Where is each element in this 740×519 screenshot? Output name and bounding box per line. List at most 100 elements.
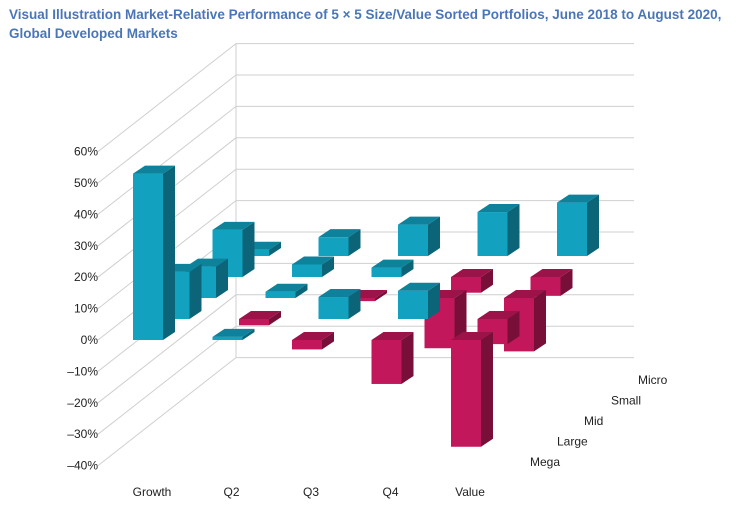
bar-top-face bbox=[133, 165, 175, 174]
bar-side-face bbox=[534, 290, 546, 352]
bar-front-face bbox=[292, 340, 322, 350]
bar-front-face bbox=[451, 340, 481, 447]
bar-top-face bbox=[398, 216, 440, 225]
bar-large-growth bbox=[159, 263, 202, 319]
bar-side-face bbox=[189, 263, 202, 319]
depth-tick-label: Micro bbox=[638, 373, 668, 387]
gridline bbox=[97, 325, 634, 435]
bar-top-face bbox=[557, 194, 599, 203]
bar-top-face bbox=[504, 290, 546, 298]
y-tick-label: 10% bbox=[74, 302, 98, 316]
bar-front-face bbox=[239, 319, 269, 326]
x-tick-label: Q3 bbox=[303, 485, 319, 499]
y-tick-label: 0% bbox=[81, 333, 99, 347]
bar-front-face bbox=[265, 291, 296, 298]
y-tick-label: –10% bbox=[67, 364, 98, 378]
bar-side-face bbox=[507, 204, 520, 256]
bar-top-face bbox=[451, 332, 493, 340]
bar-side-face bbox=[375, 290, 387, 302]
bar-mega-value bbox=[451, 332, 493, 447]
x-tick-label: Q4 bbox=[382, 485, 398, 499]
bar-side-face bbox=[269, 311, 281, 326]
bar-small-q3 bbox=[371, 259, 414, 277]
bar-top-face bbox=[318, 229, 361, 238]
bar-front-face bbox=[318, 297, 349, 319]
bar-front-face bbox=[133, 173, 163, 340]
bar-top-face bbox=[212, 328, 255, 337]
bar-side-face bbox=[242, 328, 255, 340]
y-tick-label: 20% bbox=[74, 270, 98, 284]
gridline bbox=[97, 105, 634, 215]
grid bbox=[97, 43, 634, 466]
bar-side-face bbox=[163, 165, 175, 340]
bar-front-face bbox=[477, 212, 508, 256]
bar-front-face bbox=[451, 277, 481, 293]
bar-micro-value bbox=[557, 194, 599, 256]
bar-mega-q2 bbox=[212, 328, 255, 340]
bar-front-face bbox=[212, 336, 243, 340]
bar-front-face bbox=[292, 264, 322, 277]
bar-top-face bbox=[239, 311, 281, 319]
bar-side-face bbox=[322, 256, 334, 277]
x-tick-label: Value bbox=[455, 485, 485, 499]
bar-side-face bbox=[481, 332, 493, 447]
bar-large-q3 bbox=[318, 289, 361, 319]
bars bbox=[133, 165, 599, 447]
y-tick-label: –30% bbox=[67, 427, 98, 441]
bar-front-face bbox=[398, 290, 428, 319]
depth-tick-label: Mid bbox=[584, 414, 603, 428]
bar-front-face bbox=[318, 237, 349, 256]
x-axis-ticks: Growth Q2 Q3 Q4 Value bbox=[133, 485, 486, 499]
depth-tick-label: Small bbox=[611, 394, 641, 408]
bar-side-face bbox=[269, 241, 281, 256]
bar-micro-q2 bbox=[318, 229, 361, 256]
bar-top-face bbox=[265, 283, 308, 292]
x-tick-label: Growth bbox=[133, 485, 172, 499]
bar-top-face bbox=[530, 269, 573, 277]
bar-side-face bbox=[348, 289, 361, 319]
bar-side-face bbox=[401, 332, 414, 384]
bar-front-face bbox=[398, 224, 428, 256]
y-tick-label: –20% bbox=[67, 396, 98, 410]
gridline bbox=[97, 168, 634, 278]
gridline bbox=[97, 357, 634, 466]
depth-tick-label: Large bbox=[557, 435, 588, 449]
depth-axis-ticks: Mega Large Mid Small Micro bbox=[530, 373, 668, 469]
y-axis-ticks: 60% 50% 40% 30% 20% 10% 0% –10% –20% –30% –40% bbox=[67, 145, 98, 473]
bar-side-face bbox=[242, 221, 255, 277]
bar-top-face bbox=[292, 256, 334, 265]
bar-side-face bbox=[322, 332, 334, 350]
bar-top-face bbox=[318, 289, 361, 298]
bar-front-face bbox=[371, 340, 402, 384]
bar-large-q4 bbox=[398, 282, 440, 319]
bar-side-face bbox=[401, 259, 414, 277]
bar-small-q2 bbox=[292, 256, 334, 277]
y-tick-label: 30% bbox=[74, 239, 98, 253]
bar-micro-q3 bbox=[398, 216, 440, 256]
bar-top-face bbox=[292, 332, 334, 340]
bar-mega-q3 bbox=[292, 332, 334, 350]
bar-mega-q4 bbox=[371, 332, 414, 384]
bar-side-face bbox=[348, 229, 361, 256]
bar-front-face bbox=[557, 202, 587, 256]
y-tick-label: –40% bbox=[67, 459, 98, 473]
bar-top-face bbox=[371, 332, 414, 340]
bar-top-face bbox=[451, 269, 493, 277]
gridline bbox=[97, 74, 634, 184]
bar-top-face bbox=[371, 259, 414, 268]
y-tick-label: 40% bbox=[74, 207, 98, 221]
bar-side-face bbox=[507, 311, 520, 345]
y-tick-label: 50% bbox=[74, 176, 98, 190]
bar-side-face bbox=[295, 283, 308, 298]
bar-side-face bbox=[428, 282, 440, 319]
bar-top-face bbox=[477, 311, 520, 319]
bar-mid-q2 bbox=[265, 283, 308, 298]
bar-side-face bbox=[216, 258, 228, 298]
bar-front-face bbox=[371, 267, 402, 277]
bar-top-face bbox=[398, 282, 440, 291]
y-tick-label: 60% bbox=[74, 145, 98, 159]
bar-top-face bbox=[212, 221, 255, 230]
bar-small-q4 bbox=[451, 269, 493, 293]
